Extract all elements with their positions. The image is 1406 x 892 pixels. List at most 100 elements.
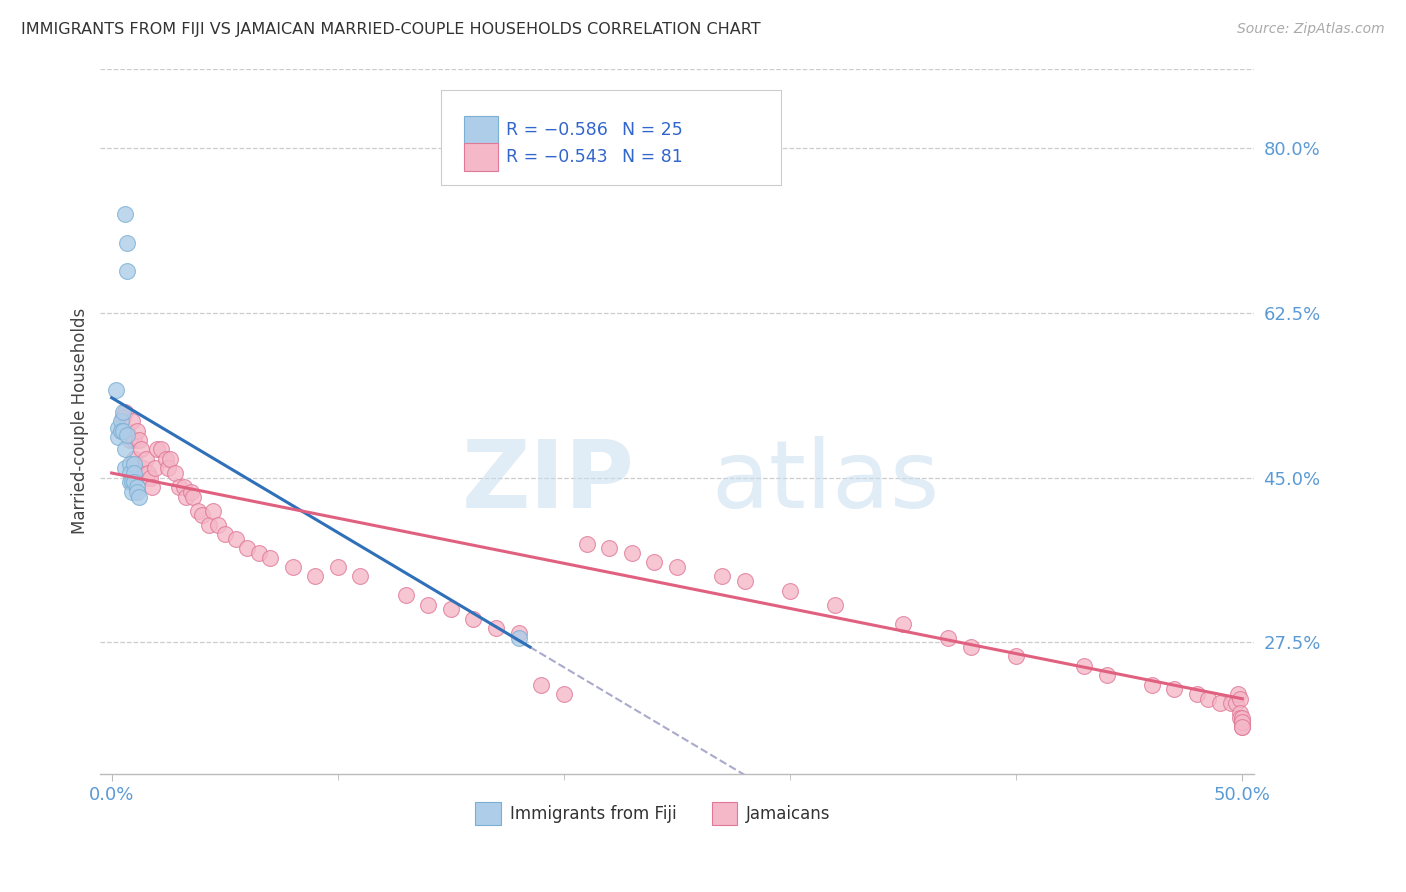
Point (118, 475, 141, 490)
Point (121, 484, 143, 499)
Point (146, 442, 169, 457)
Point (1229, 710, 1251, 724)
Point (734, 574, 756, 589)
Text: Immigrants from Fiji: Immigrants from Fiji (510, 805, 676, 822)
Point (418, 598, 440, 612)
Point (665, 560, 688, 574)
Point (117, 424, 139, 438)
FancyBboxPatch shape (475, 802, 501, 825)
Point (117, 264, 139, 278)
Point (463, 612, 485, 626)
Point (207, 517, 229, 532)
Point (121, 475, 143, 490)
Point (122, 433, 145, 447)
Text: atlas: atlas (711, 436, 939, 528)
Point (1095, 668, 1118, 682)
Text: Source: ZipAtlas.com: Source: ZipAtlas.com (1237, 22, 1385, 37)
Point (530, 678, 553, 692)
Point (128, 433, 150, 447)
Text: Jamaicans: Jamaicans (747, 805, 831, 822)
Point (779, 583, 801, 598)
Point (118, 433, 141, 447)
Point (247, 546, 270, 560)
Point (111, 409, 134, 424)
Point (181, 490, 204, 504)
Point (107, 430, 129, 444)
Point (122, 457, 145, 471)
Text: IMMIGRANTS FROM FIJI VS JAMAICAN MARRIED-COUPLE HOUSEHOLDS CORRELATION CHART: IMMIGRANTS FROM FIJI VS JAMAICAN MARRIED… (21, 22, 761, 37)
Point (1197, 691, 1219, 706)
Point (891, 616, 914, 631)
Point (157, 461, 180, 475)
Point (122, 451, 145, 466)
Point (118, 466, 141, 480)
Point (128, 490, 150, 504)
Point (202, 503, 225, 517)
Text: N = 25: N = 25 (621, 121, 682, 139)
FancyBboxPatch shape (711, 802, 737, 825)
Point (143, 461, 166, 475)
Point (132, 461, 155, 475)
Point (1185, 687, 1208, 701)
Point (1232, 710, 1254, 724)
FancyBboxPatch shape (464, 116, 498, 144)
Point (117, 235, 139, 250)
Point (960, 640, 983, 654)
Point (236, 541, 259, 556)
Point (1229, 691, 1251, 706)
Text: ZIP: ZIP (463, 436, 636, 528)
Point (191, 508, 214, 523)
Point (135, 451, 157, 466)
Point (155, 451, 177, 466)
Point (1229, 706, 1251, 720)
Point (110, 424, 132, 438)
Point (1208, 697, 1230, 711)
Point (187, 503, 209, 517)
Point (281, 560, 304, 574)
Point (598, 541, 620, 556)
Point (114, 461, 136, 475)
Point (173, 480, 195, 494)
Point (150, 442, 173, 457)
Point (326, 560, 349, 574)
Point (105, 383, 128, 397)
Point (159, 451, 181, 466)
Point (1232, 715, 1254, 730)
Text: R = −0.543: R = −0.543 (506, 148, 607, 166)
Point (122, 475, 145, 490)
Point (1232, 720, 1254, 734)
Point (553, 687, 575, 701)
Point (114, 405, 136, 419)
Point (643, 555, 665, 569)
Point (1140, 678, 1163, 692)
Point (575, 536, 598, 550)
Y-axis label: Married-couple Households: Married-couple Households (72, 308, 89, 534)
Point (110, 424, 132, 438)
Point (129, 442, 152, 457)
Point (122, 466, 145, 480)
Point (107, 421, 129, 435)
Point (114, 442, 136, 457)
Point (936, 631, 959, 645)
Point (121, 414, 143, 428)
Point (1220, 697, 1243, 711)
Point (169, 480, 191, 494)
Point (440, 602, 463, 616)
Point (259, 550, 281, 565)
Point (214, 527, 236, 541)
Point (824, 598, 846, 612)
Point (118, 457, 141, 471)
Point (508, 626, 530, 640)
Point (125, 480, 148, 494)
Point (125, 484, 148, 499)
Text: R = −0.586: R = −0.586 (506, 121, 609, 139)
Point (111, 424, 134, 438)
Point (508, 631, 530, 645)
Point (349, 569, 371, 583)
FancyBboxPatch shape (440, 90, 780, 185)
FancyBboxPatch shape (464, 143, 498, 171)
Point (485, 621, 508, 635)
Point (394, 588, 416, 602)
Point (125, 424, 148, 438)
Point (1226, 687, 1249, 701)
